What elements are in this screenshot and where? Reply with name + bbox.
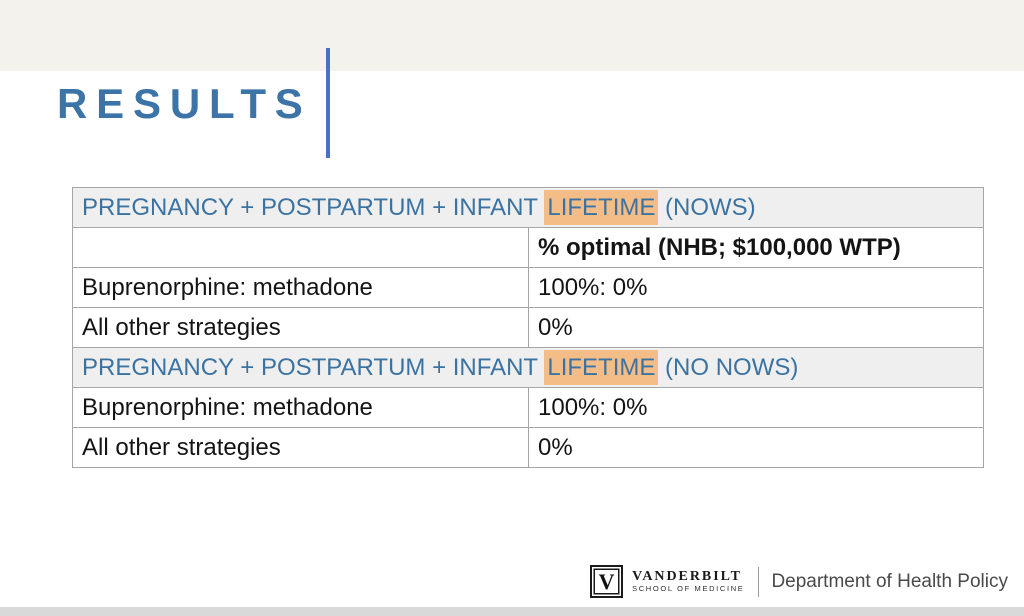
footer-divider [758, 566, 760, 597]
strategy-value: 0% [528, 427, 984, 468]
column-header: % optimal (NHB; $100,000 WTP) [528, 227, 984, 268]
bottom-accent-bar [0, 607, 1024, 616]
table-row: PREGNANCY + POSTPARTUM + INFANT LIFETIME… [72, 187, 984, 228]
table-row: PREGNANCY + POSTPARTUM + INFANT LIFETIME… [72, 347, 984, 388]
strategy-value: 0% [528, 307, 984, 348]
vanderbilt-logo-icon: V [590, 565, 624, 598]
highlighted-word: LIFETIME [544, 349, 659, 385]
vanderbilt-wordmark: VANDERBILT SCHOOL OF MEDICINE [632, 569, 744, 594]
table-row: Buprenorphine: methadone 100%: 0% [72, 387, 984, 428]
highlighted-word: LIFETIME [544, 189, 659, 225]
department-name: Department of Health Policy [771, 570, 1008, 592]
vanderbilt-name: VANDERBILT [632, 568, 742, 584]
title-divider-rule [326, 48, 330, 158]
strategy-label: Buprenorphine: methadone [72, 387, 529, 428]
strategy-value: 100%: 0% [528, 387, 984, 428]
page-title: RESULTS [57, 80, 312, 127]
results-table: PREGNANCY + POSTPARTUM + INFANT LIFETIME… [72, 187, 984, 468]
table-row: All other strategies 0% [72, 427, 984, 468]
top-accent-bar [0, 0, 1024, 71]
strategy-label: All other strategies [72, 427, 529, 468]
section-header-suffix: (NO NOWS) [665, 353, 799, 381]
section-header-prefix: PREGNANCY + POSTPARTUM + INFANT [82, 193, 538, 221]
section-header-prefix: PREGNANCY + POSTPARTUM + INFANT [82, 353, 538, 381]
strategy-label: All other strategies [72, 307, 529, 348]
school-of-medicine-label: SCHOOL OF MEDICINE [632, 584, 745, 594]
table-row: % optimal (NHB; $100,000 WTP) [72, 227, 984, 268]
empty-cell [72, 227, 529, 268]
section-header-suffix: (NOWS) [665, 193, 756, 221]
section-header-no-nows: PREGNANCY + POSTPARTUM + INFANT LIFETIME… [72, 347, 984, 388]
footer-branding: V VANDERBILT SCHOOL OF MEDICINE Departme… [590, 565, 1008, 598]
section-header-nows: PREGNANCY + POSTPARTUM + INFANT LIFETIME… [72, 187, 984, 228]
strategy-value: 100%: 0% [528, 267, 984, 308]
table-row: All other strategies 0% [72, 307, 984, 348]
table-row: Buprenorphine: methadone 100%: 0% [72, 267, 984, 308]
vanderbilt-v-glyph: V [598, 568, 615, 594]
strategy-label: Buprenorphine: methadone [72, 267, 529, 308]
